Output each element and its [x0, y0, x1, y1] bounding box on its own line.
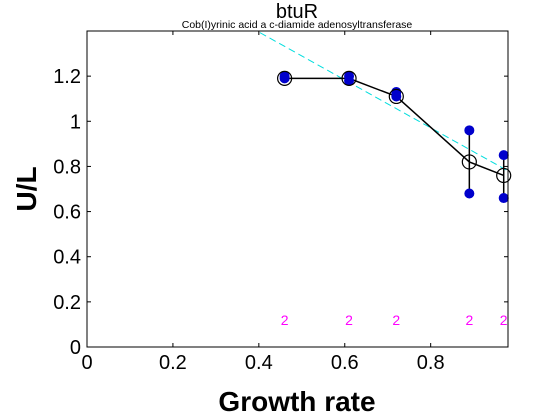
x-tick-label: 0	[81, 352, 92, 374]
plot-area	[87, 31, 508, 347]
y-tick-label: 0.4	[53, 247, 81, 269]
y-tick-label: 0	[70, 337, 81, 359]
replicate-point-lower	[464, 188, 475, 199]
count-label: 2	[465, 312, 473, 328]
x-tick-label: 0.8	[417, 352, 445, 374]
y-tick-label: 0.8	[53, 156, 81, 178]
mean-marker	[496, 167, 512, 184]
chart-title: btuR	[276, 1, 318, 23]
replicate-point-lower	[498, 193, 509, 204]
x-tick-label: 0.4	[245, 352, 273, 374]
x-tick-label: 0.2	[159, 352, 187, 374]
mean-marker	[461, 154, 477, 170]
y-tick-label: 1	[70, 111, 81, 133]
fit-line	[255, 31, 508, 172]
mean-marker	[341, 70, 357, 87]
replicate-point-lower	[279, 73, 290, 84]
mean-marker	[277, 70, 293, 87]
replicate-point-lower	[391, 91, 402, 102]
chart-subtitle: Cob(I)yrinic acid a c-diamide adenosyltr…	[182, 19, 413, 31]
replicate-point-upper	[464, 125, 475, 136]
mean-marker	[388, 88, 404, 105]
y-tick-label: 0.6	[53, 202, 81, 224]
y-axis-title: U/L	[11, 166, 42, 211]
replicate-point-lower	[344, 75, 355, 86]
count-label: 2	[392, 312, 400, 328]
x-tick-label: 0.6	[331, 352, 359, 374]
count-label: 2	[345, 312, 353, 328]
count-label: 2	[500, 312, 508, 328]
y-tick-label: 0.2	[53, 292, 81, 314]
replicate-point-upper	[498, 150, 509, 161]
plot-frame	[86, 30, 509, 348]
count-label: 2	[281, 312, 289, 328]
x-axis-title: Growth rate	[218, 386, 375, 417]
y-tick-label: 1.2	[53, 66, 81, 88]
